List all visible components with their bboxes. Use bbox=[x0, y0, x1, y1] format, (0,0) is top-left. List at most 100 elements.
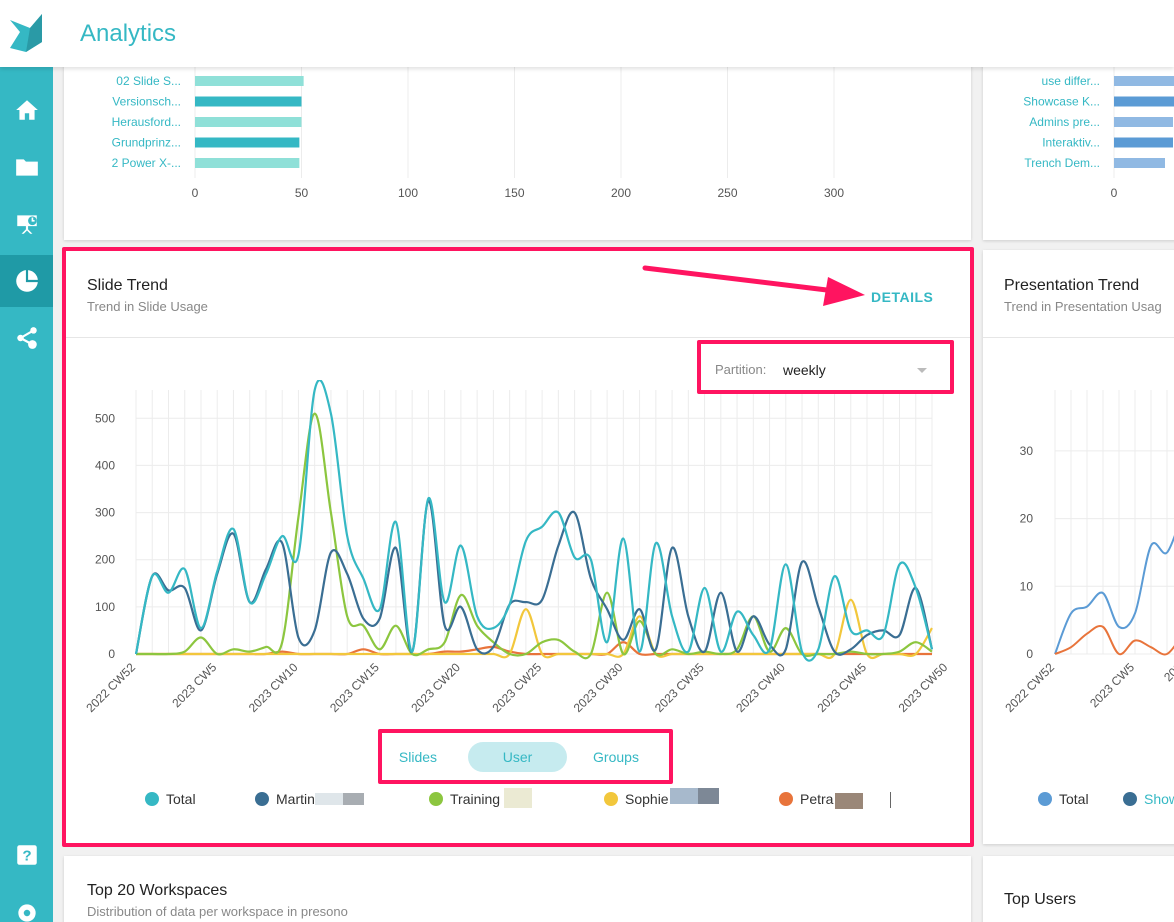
legend-label: Petra bbox=[800, 791, 834, 807]
sidebar-item-home[interactable] bbox=[0, 84, 53, 136]
partition-select[interactable]: Partition: weekly bbox=[704, 347, 946, 387]
redacted-name bbox=[698, 788, 719, 804]
x-tick-label: 50 bbox=[295, 186, 309, 200]
x-tick-label: 2023 CW35 bbox=[652, 660, 707, 715]
legend-item-martin[interactable]: Martin bbox=[255, 790, 315, 808]
series-line-total bbox=[134, 380, 934, 662]
y-tick-label: 500 bbox=[95, 411, 115, 425]
presentation-icon bbox=[16, 215, 37, 234]
category-label: Showcase K... bbox=[1023, 95, 1100, 109]
legend-item-petra[interactable]: Petra bbox=[779, 790, 833, 808]
legend-dot bbox=[255, 792, 269, 806]
y-tick-label: 20 bbox=[1020, 512, 1034, 526]
legend-dot bbox=[779, 792, 793, 806]
top-bar: Analytics bbox=[0, 0, 1174, 67]
bar bbox=[1114, 117, 1173, 127]
y-tick-label: 300 bbox=[95, 506, 115, 520]
bar bbox=[1114, 76, 1174, 86]
x-tick-label: 2023 CW10 bbox=[246, 660, 301, 715]
bar bbox=[1114, 96, 1174, 107]
x-tick-label: 200 bbox=[611, 186, 631, 200]
pie-chart-icon bbox=[15, 270, 38, 292]
sidebar-item-settings[interactable] bbox=[0, 887, 53, 922]
y-tick-label: 100 bbox=[95, 600, 115, 614]
logo-icon[interactable] bbox=[8, 12, 44, 52]
legend-label: Martin bbox=[276, 791, 315, 807]
details-button[interactable]: DETAILS bbox=[871, 289, 934, 305]
redacted-name bbox=[343, 793, 364, 805]
legend-label: Sophie bbox=[625, 791, 669, 807]
legend-dot bbox=[1123, 792, 1137, 806]
y-tick-label: 30 bbox=[1020, 444, 1034, 458]
x-tick-label: 2022 CW52 bbox=[83, 660, 138, 715]
bar bbox=[195, 117, 302, 127]
top-slides-chart: 0 50 100 150 200 250 300 02 Slide S... Versionsc… bbox=[112, 40, 844, 200]
sidebar-item-files[interactable] bbox=[0, 141, 53, 193]
category-label: Trench Dem... bbox=[1024, 156, 1100, 170]
chevron-down-icon bbox=[917, 368, 927, 373]
bar bbox=[1114, 137, 1173, 148]
x-tick-label: 2023 CW30 bbox=[571, 660, 626, 715]
x-tick-label: 2023 CW5 bbox=[1087, 660, 1137, 710]
settings-icon bbox=[17, 904, 36, 922]
top-slides-card: 0 50 100 150 200 250 300 02 Slide S... Versionsc… bbox=[64, 40, 971, 240]
slide-trend-chart: 0 100 200 300 400 500 2022 CW52 2023 CW5 2023 CW… bbox=[83, 380, 951, 715]
legend-label: Total bbox=[1059, 791, 1089, 807]
redacted-name bbox=[315, 793, 343, 805]
partition-value: weekly bbox=[783, 362, 826, 378]
legend-label: Total bbox=[166, 791, 196, 807]
y-tick-label: 0 bbox=[108, 647, 115, 661]
legend-item-sophie[interactable]: Sophie bbox=[604, 790, 669, 808]
top-users-card bbox=[983, 856, 1174, 922]
legend-item-pres-show[interactable]: Show bbox=[1123, 790, 1174, 808]
sidebar-item-share[interactable] bbox=[0, 312, 53, 364]
y-tick-label: 0 bbox=[1026, 647, 1033, 661]
x-tick-label: 2023 CW15 bbox=[327, 660, 382, 715]
x-tick-label: 2023 CW50 bbox=[896, 660, 951, 715]
presentation-trend-chart: 0 10 20 30 2022 CW52 2023 CW5 202 bbox=[1002, 390, 1174, 715]
partition-label: Partition: bbox=[715, 362, 767, 377]
sidebar-item-help[interactable]: ? bbox=[0, 829, 53, 881]
series-line-training bbox=[135, 412, 933, 660]
bar bbox=[195, 96, 302, 107]
sidebar-item-presentations[interactable] bbox=[0, 198, 53, 250]
category-label: Herausford... bbox=[112, 115, 181, 129]
x-tick-label: 2023 CW25 bbox=[490, 660, 545, 715]
redacted-name bbox=[835, 793, 863, 809]
series-line-show bbox=[1054, 625, 1174, 656]
x-tick-label: 2023 CW40 bbox=[733, 660, 788, 715]
x-tick-label: 250 bbox=[717, 186, 737, 200]
category-label: Interaktiv... bbox=[1042, 136, 1100, 150]
x-tick-label: 2022 CW52 bbox=[1002, 660, 1057, 715]
legend-dot bbox=[429, 792, 443, 806]
slide-trend-subtitle: Trend in Slide Usage bbox=[87, 299, 208, 314]
svg-text:?: ? bbox=[22, 847, 31, 864]
legend-item-training[interactable]: Training bbox=[429, 790, 500, 808]
legend-item-pres-total[interactable]: Total bbox=[1038, 790, 1089, 808]
y-tick-label: 400 bbox=[95, 458, 115, 472]
x-tick-label: 2023 CW5 bbox=[169, 660, 219, 710]
sidebar: ? bbox=[0, 67, 53, 922]
redacted-name bbox=[504, 788, 532, 808]
y-tick-label: 200 bbox=[95, 553, 115, 567]
series-line-total bbox=[1054, 535, 1174, 655]
x-tick-label: 150 bbox=[504, 186, 524, 200]
toggle-slides[interactable]: Slides bbox=[398, 749, 438, 765]
legend-label: Training bbox=[450, 791, 501, 807]
annotation-arrow-icon bbox=[642, 265, 865, 306]
legend-dot bbox=[1038, 792, 1052, 806]
top-workspaces-subtitle: Distribution of data per workspace in pr… bbox=[87, 904, 348, 919]
category-label: Versionsch... bbox=[112, 95, 181, 109]
top-workspaces-card bbox=[64, 856, 971, 922]
sidebar-item-analytics[interactable] bbox=[0, 255, 53, 307]
share-icon bbox=[16, 327, 37, 349]
legend-item-total[interactable]: Total bbox=[145, 790, 196, 808]
x-tick-label: 300 bbox=[824, 186, 844, 200]
folder-icon bbox=[15, 159, 38, 176]
category-label: use differ... bbox=[1042, 74, 1100, 88]
presentation-trend-subtitle: Trend in Presentation Usag bbox=[1004, 299, 1162, 314]
bar bbox=[195, 158, 300, 168]
y-tick-label: 10 bbox=[1020, 579, 1034, 593]
toggle-user[interactable]: User bbox=[468, 742, 567, 772]
toggle-groups[interactable]: Groups bbox=[593, 749, 639, 765]
